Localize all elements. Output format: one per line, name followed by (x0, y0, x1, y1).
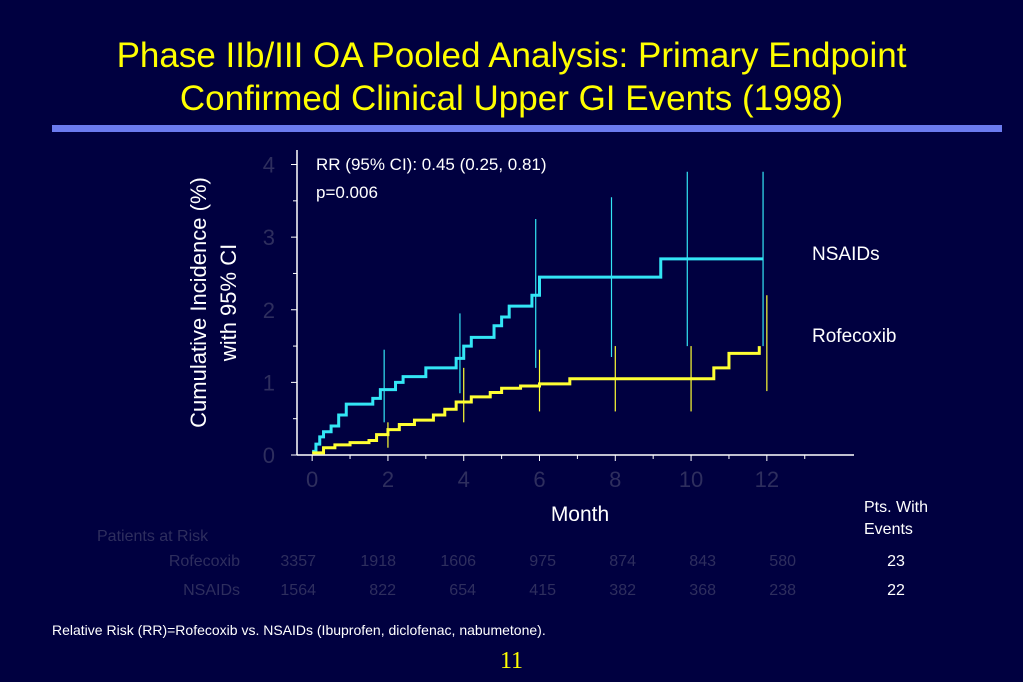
x-tick-label: 12 (755, 467, 779, 492)
y-tick-label: 4 (263, 153, 275, 178)
risk-row-label: Rofecoxib (168, 553, 240, 570)
risk-cell: 1918 (360, 553, 396, 570)
pts-header-line-1: Pts. With (864, 499, 929, 516)
pts-events-nsaids: 22 (887, 582, 905, 599)
legend-rofecoxib: Rofecoxib (812, 326, 897, 347)
y-tick-label: 0 (263, 443, 275, 468)
pts-events-rofecoxib: 23 (887, 553, 905, 570)
error-bars (383, 171, 768, 448)
x-tick-label: 8 (609, 467, 621, 492)
x-tick-label: 2 (382, 467, 394, 492)
page-number: 11 (499, 648, 524, 674)
risk-cell: 382 (609, 582, 636, 599)
slide-title: Phase IIb/III OA Pooled Analysis: Primar… (0, 34, 1023, 120)
x-tick-label: 4 (458, 467, 470, 492)
risk-cell: 654 (449, 582, 476, 599)
risk-cell: 238 (769, 582, 796, 599)
pts-header-line-2: Events (864, 521, 913, 538)
risk-cell: 368 (689, 582, 716, 599)
risk-cell: 822 (369, 582, 396, 599)
risk-cell: 580 (769, 553, 796, 570)
y-tick-label: 2 (263, 298, 275, 323)
risk-row-label: NSAIDs (183, 582, 240, 599)
legend-nsaids: NSAIDs (812, 244, 880, 265)
y-tick-label: 1 (263, 370, 275, 395)
patients-at-risk-label: Patients at Risk (97, 528, 209, 545)
risk-cell: 3357 (280, 553, 316, 570)
risk-cell: 1606 (440, 553, 476, 570)
p-value: p=0.006 (316, 183, 378, 202)
risk-cell: 1564 (280, 582, 316, 599)
y-axis-label-line-2: with 95% CI (216, 244, 241, 362)
risk-cell: 975 (529, 553, 556, 570)
rr-stat: RR (95% CI): 0.45 (0.25, 0.81) (316, 155, 547, 174)
risk-cell: 874 (609, 553, 636, 570)
pts-with-events-header: Pts. With Events (864, 497, 928, 541)
chart-axes (291, 150, 854, 461)
series-line-nsaids (312, 257, 764, 453)
x-tick-label: 6 (533, 467, 545, 492)
risk-cell: 415 (529, 582, 556, 599)
title-rule (52, 125, 1002, 132)
title-line-2: Confirmed Clinical Upper GI Events (1998… (179, 79, 844, 118)
risk-cell: 843 (689, 553, 716, 570)
footnote: Relative Risk (RR)=Rofecoxib vs. NSAIDs … (52, 622, 546, 638)
y-tick-label: 3 (263, 225, 275, 250)
title-line-1: Phase IIb/III OA Pooled Analysis: Primar… (116, 36, 907, 75)
series-lines (312, 257, 764, 455)
x-tick-label: 0 (306, 467, 318, 492)
y-axis-label-line-1: Cumulative Incidence (%) (186, 177, 211, 428)
series-line-rofecoxib (312, 346, 761, 455)
x-tick-label: 10 (679, 467, 703, 492)
x-axis-label: Month (551, 503, 609, 526)
